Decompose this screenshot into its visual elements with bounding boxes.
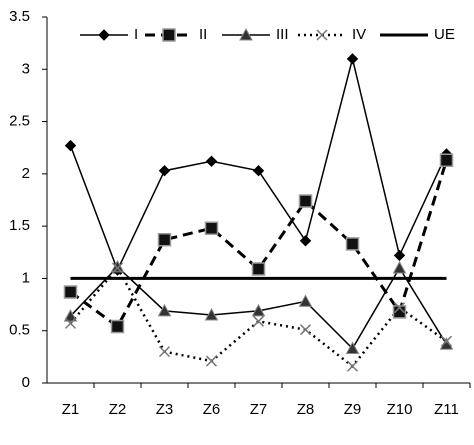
series-line bbox=[69, 159, 448, 329]
y-tick-label: 2.5 bbox=[9, 113, 30, 130]
y-tick-label: 0 bbox=[22, 374, 30, 391]
series-line bbox=[69, 58, 448, 272]
y-tick-label: 1.5 bbox=[9, 217, 30, 234]
marker-triangle bbox=[63, 309, 78, 322]
marker-triangle bbox=[204, 307, 219, 321]
marker-x bbox=[440, 335, 453, 347]
marker-square bbox=[298, 194, 313, 208]
marker-square bbox=[345, 237, 360, 251]
marker-diamond bbox=[252, 165, 265, 177]
x-tick-label: Z8 bbox=[297, 401, 315, 418]
x-tick-label: Z11 bbox=[434, 401, 459, 418]
y-tick-label: 3.5 bbox=[9, 8, 30, 25]
marker-diamond bbox=[299, 235, 312, 247]
marker-triangle bbox=[110, 259, 125, 273]
marker-x bbox=[252, 315, 265, 327]
marker-square bbox=[157, 232, 172, 247]
marker-triangle bbox=[392, 260, 407, 274]
y-tick-label: 2 bbox=[22, 165, 30, 182]
marker-diamond bbox=[393, 249, 406, 262]
legend-marker bbox=[239, 27, 253, 41]
marker-triangle bbox=[439, 337, 454, 350]
legend-label: III bbox=[276, 26, 289, 43]
marker-x bbox=[393, 302, 406, 314]
marker-diamond bbox=[158, 165, 171, 177]
marker-x bbox=[205, 355, 218, 367]
marker-x bbox=[111, 262, 124, 274]
x-tick-label: Z1 bbox=[62, 401, 80, 418]
y-tick-label: 1 bbox=[22, 269, 30, 286]
marker-x bbox=[64, 317, 77, 329]
marker-diamond bbox=[346, 53, 359, 65]
legend-label: IV bbox=[352, 26, 366, 43]
x-tick-label: Z3 bbox=[156, 401, 174, 418]
x-tick-label: Z10 bbox=[387, 401, 413, 418]
marker-square bbox=[63, 285, 78, 299]
marker-diamond bbox=[64, 139, 77, 152]
y-tick-label: 3 bbox=[22, 60, 30, 77]
marker-triangle bbox=[298, 294, 313, 307]
legend-marker bbox=[98, 29, 110, 41]
x-tick-label: Z6 bbox=[203, 401, 221, 418]
marker-triangle bbox=[251, 303, 266, 317]
x-tick-label: Z2 bbox=[109, 401, 127, 418]
marker-square bbox=[251, 262, 266, 276]
marker-triangle bbox=[157, 303, 172, 317]
marker-square bbox=[204, 221, 219, 235]
marker-x bbox=[158, 346, 171, 358]
legend-label: II bbox=[199, 26, 207, 43]
legend-marker bbox=[162, 28, 176, 42]
marker-square bbox=[439, 153, 454, 168]
marker-square bbox=[110, 319, 125, 334]
marker-diamond bbox=[205, 155, 218, 168]
x-tick-label: Z7 bbox=[250, 401, 268, 418]
legend-marker bbox=[316, 29, 328, 41]
marker-x bbox=[346, 360, 359, 372]
marker-triangle bbox=[345, 341, 360, 354]
y-tick-label: 0.5 bbox=[9, 322, 30, 339]
x-tick-label: Z9 bbox=[344, 401, 362, 418]
marker-x bbox=[299, 324, 312, 336]
marker-square bbox=[392, 305, 407, 319]
legend-label: I bbox=[134, 26, 138, 43]
legend-label: UE bbox=[434, 26, 455, 43]
